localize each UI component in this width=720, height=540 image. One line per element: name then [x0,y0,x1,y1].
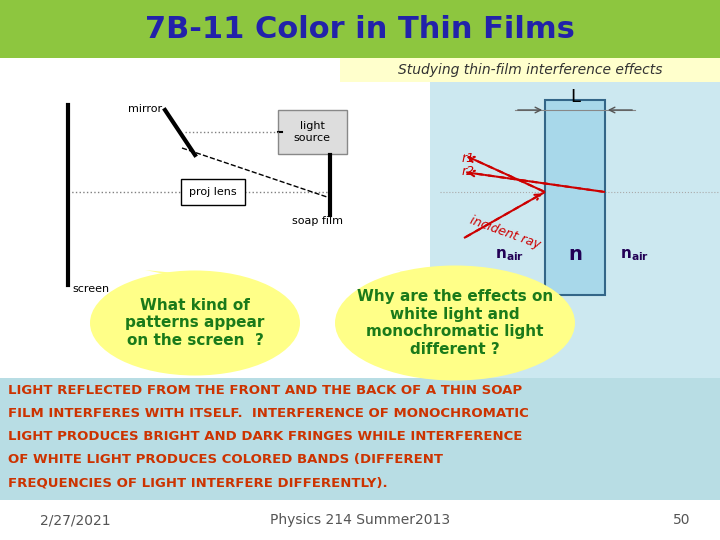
FancyBboxPatch shape [0,378,720,500]
FancyBboxPatch shape [430,82,720,380]
Text: FREQUENCIES OF LIGHT INTERFERE DIFFERENTLY).: FREQUENCIES OF LIGHT INTERFERE DIFFERENT… [8,476,387,489]
FancyBboxPatch shape [340,58,720,82]
Text: soap film: soap film [292,216,343,226]
Text: Physics 214 Summer2013: Physics 214 Summer2013 [270,513,450,527]
Text: $\mathregular{n_{air}}$: $\mathregular{n_{air}}$ [495,247,525,263]
Text: screen: screen [72,284,109,294]
Text: light
source: light source [294,121,330,143]
Text: $\mathregular{n}$: $\mathregular{n}$ [568,246,582,265]
Text: r1: r1 [462,152,475,165]
Text: incident ray: incident ray [468,213,542,251]
Ellipse shape [335,266,575,381]
Ellipse shape [90,271,300,375]
FancyBboxPatch shape [278,110,347,154]
Text: Why are the effects on
white light and
monochromatic light
different ?: Why are the effects on white light and m… [357,289,553,356]
FancyBboxPatch shape [545,100,605,295]
Text: What kind of
patterns appear
on the screen  ?: What kind of patterns appear on the scre… [125,298,265,348]
Polygon shape [145,270,220,285]
Text: 2/27/2021: 2/27/2021 [40,513,111,527]
FancyBboxPatch shape [0,500,720,540]
Text: LIGHT REFLECTED FROM THE FRONT AND THE BACK OF A THIN SOAP: LIGHT REFLECTED FROM THE FRONT AND THE B… [8,384,522,397]
Text: LIGHT PRODUCES BRIGHT AND DARK FRINGES WHILE INTERFERENCE: LIGHT PRODUCES BRIGHT AND DARK FRINGES W… [8,430,523,443]
FancyBboxPatch shape [181,179,245,205]
Text: r2: r2 [462,165,475,178]
Text: mirror: mirror [128,104,162,114]
Text: $\mathregular{n_{air}}$: $\mathregular{n_{air}}$ [621,247,649,263]
Text: 50: 50 [672,513,690,527]
Text: Studying thin-film interference effects: Studying thin-film interference effects [397,63,662,77]
Polygon shape [395,270,460,285]
Text: FILM INTERFERES WITH ITSELF.  INTERFERENCE OF MONOCHROMATIC: FILM INTERFERES WITH ITSELF. INTERFERENC… [8,407,528,420]
FancyBboxPatch shape [0,0,720,58]
Text: OF WHITE LIGHT PRODUCES COLORED BANDS (DIFFERENT: OF WHITE LIGHT PRODUCES COLORED BANDS (D… [8,453,443,466]
Text: proj lens: proj lens [189,187,237,197]
Text: 7B-11 Color in Thin Films: 7B-11 Color in Thin Films [145,15,575,44]
Text: L: L [570,88,580,106]
FancyBboxPatch shape [0,58,720,378]
